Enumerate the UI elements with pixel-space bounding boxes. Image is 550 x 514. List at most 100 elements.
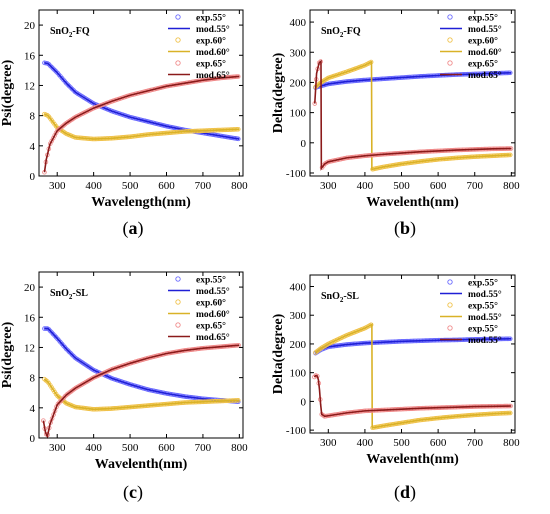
y-axis-label: Delta(degree)	[271, 313, 286, 394]
y-tick-label: 400	[290, 281, 307, 293]
legend-label: mod.65°	[196, 70, 230, 81]
legend-label: exp.65°	[196, 59, 226, 70]
legend-label: mod.60°	[196, 47, 230, 58]
y-tick-label: -100	[286, 168, 307, 180]
legend-marker	[447, 37, 453, 43]
legend-marker	[175, 276, 181, 282]
chart-c: 300 400 500 600 700 800 0 4 8 12 16 20 Wavelenth(nm)…	[0, 271, 248, 472]
series-line	[313, 374, 512, 418]
legend-label: exp.65°	[468, 59, 498, 70]
legend-marker	[175, 60, 181, 66]
x-tick-label: 700	[466, 437, 483, 449]
x-tick-label: 400	[357, 180, 374, 192]
chart-b: 300 400 500 600 700 800 -100 0 100 200 300 400 Wavel…	[271, 9, 520, 210]
legend-label: exp.55°	[468, 301, 498, 312]
y-tick-label: 16	[24, 312, 36, 324]
legend-label: exp.65°	[196, 321, 226, 332]
x-tick-label: 300	[320, 437, 337, 449]
sample-annotation: SnO2-FQ	[50, 26, 90, 39]
series-2	[42, 111, 241, 142]
x-tick-label: 600	[158, 180, 175, 192]
series-2	[313, 59, 513, 172]
exp-marker	[53, 130, 59, 136]
x-tick-label: 700	[195, 180, 212, 192]
x-tick-label: 500	[393, 437, 410, 449]
y-tick-label: 12	[24, 80, 35, 92]
x-tick-label: 500	[122, 180, 139, 192]
legend-marker	[447, 302, 453, 308]
x-axis-label: Wavelenth(nm)	[366, 195, 459, 210]
plot-frame	[309, 9, 516, 177]
panel-b: 300 400 500 600 700 800 -100 0 100 200 300 400 Wavel…	[271, 0, 550, 257]
series-2	[313, 322, 513, 431]
legend-marker	[447, 279, 453, 285]
series-line	[43, 75, 240, 173]
y-tick-label: 0	[301, 396, 307, 408]
panel-c: 300 400 500 600 700 800 0 4 8 12 16 20 Wavelenth(nm)…	[0, 257, 275, 514]
x-tick-label: 400	[357, 437, 374, 449]
y-axis-label: Psi(degree)	[0, 321, 15, 388]
exp-marker	[50, 66, 56, 71]
legend-label: mod.60°	[196, 309, 230, 320]
y-tick-label: 100	[290, 368, 307, 380]
legend-label: mod.60°	[468, 47, 502, 58]
y-tick-label: 16	[24, 50, 36, 62]
y-tick-label: 0	[30, 171, 36, 183]
x-axis-label: Wavelenth(nm)	[366, 452, 459, 467]
y-tick-label: 8	[30, 111, 36, 123]
chart-a: 300 400 500 600 700 800 0 4 8 12 16 20 Wavelength(nm…	[0, 9, 248, 210]
y-tick-label: 20	[24, 20, 36, 32]
legend-label: exp.55°	[196, 13, 226, 24]
series-1	[313, 336, 513, 356]
legend-marker	[447, 60, 453, 66]
panel-label-d: (d)	[393, 482, 416, 502]
y-tick-label: 400	[290, 17, 307, 29]
panel-d: 300 400 500 600 700 800 -100 0 100 200 300 400 Wavel…	[271, 257, 550, 514]
legend-label: mod.55°	[468, 335, 502, 346]
series-2	[42, 376, 241, 412]
y-tick-label: 200	[290, 77, 307, 89]
legend-label: mod.55°	[196, 286, 230, 297]
plot-frame	[309, 274, 516, 434]
y-tick-label: 0	[301, 138, 307, 150]
x-tick-label: 800	[231, 442, 248, 454]
legend-label: mod.65°	[196, 332, 230, 343]
legend-label: exp.60°	[468, 36, 498, 47]
legend-label: mod.55°	[468, 289, 502, 300]
legend-marker	[447, 14, 453, 20]
legend-label: mod.65°	[468, 70, 502, 81]
legend-label: mod.55°	[468, 312, 502, 323]
x-axis-label: Wavelength(nm)	[91, 195, 191, 210]
x-tick-label: 500	[393, 180, 410, 192]
plot-frame	[38, 271, 244, 439]
series-line	[42, 344, 240, 439]
exp-marker	[71, 353, 76, 359]
chart-d: 300 400 500 600 700 800 -100 0 100 200 300 400 Wavel…	[271, 274, 520, 467]
plot-frame	[38, 9, 244, 177]
panel-label-b: (b)	[393, 218, 416, 238]
y-tick-label: -100	[286, 425, 307, 437]
legend: exp.55°mod.55°exp.60°mod.60°exp.65°mod.6…	[440, 13, 502, 81]
legend: exp.55°mod.55°exp.60°mod.60°exp.65°mod.6…	[168, 275, 230, 343]
y-tick-label: 300	[290, 310, 307, 322]
series-line	[314, 323, 512, 429]
series-line	[315, 337, 512, 354]
legend-label: mod.55°	[468, 24, 502, 35]
sample-annotation: SnO2-SL	[50, 288, 88, 301]
x-tick-label: 800	[503, 180, 520, 192]
x-tick-label: 300	[49, 180, 66, 192]
legend-label: exp.55°	[468, 13, 498, 24]
x-axis-label: Wavelenth(nm)	[95, 457, 188, 472]
y-tick-label: 20	[24, 282, 36, 294]
x-tick-label: 600	[430, 437, 447, 449]
y-tick-label: 0	[30, 433, 36, 445]
x-tick-label: 800	[503, 437, 520, 449]
y-axis-label: Psi(degree)	[0, 59, 15, 126]
x-tick-label: 300	[49, 442, 66, 454]
series-3	[42, 74, 241, 175]
legend: exp.55°mod.55°exp.60°mod.60°exp.65°mod.6…	[168, 13, 230, 81]
y-tick-label: 4	[30, 141, 36, 153]
legend-label: exp.55°	[196, 275, 226, 286]
exp-marker	[46, 62, 52, 67]
